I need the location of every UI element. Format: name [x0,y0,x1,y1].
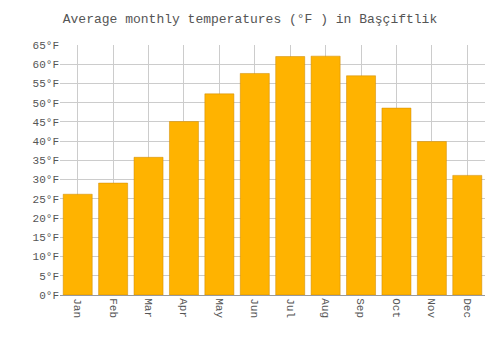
svg-text:0°F: 0°F [39,290,59,302]
svg-text:35°F: 35°F [33,155,59,167]
svg-text:60°F: 60°F [33,59,59,71]
svg-text:Mar: Mar [142,298,154,318]
svg-text:5°F: 5°F [39,271,59,283]
svg-text:Aug: Aug [319,298,331,318]
svg-text:Dec: Dec [461,298,473,318]
svg-text:May: May [213,298,225,318]
svg-text:Oct: Oct [390,298,402,318]
svg-text:Jun: Jun [248,298,260,318]
svg-text:20°F: 20°F [33,213,59,225]
svg-text:Apr: Apr [177,298,189,318]
svg-text:15°F: 15°F [33,232,59,244]
svg-text:65°F: 65°F [33,40,59,52]
svg-text:Average monthly temperatures (: Average monthly temperatures (°F ) in Ba… [63,12,438,27]
svg-text:Sep: Sep [354,298,366,318]
svg-text:45°F: 45°F [33,117,59,129]
svg-text:30°F: 30°F [33,174,59,186]
svg-text:Jul: Jul [284,298,296,318]
svg-text:10°F: 10°F [33,251,59,263]
svg-text:Nov: Nov [425,298,437,318]
svg-text:Feb: Feb [107,298,119,318]
svg-text:55°F: 55°F [33,78,59,90]
svg-text:50°F: 50°F [33,98,59,110]
svg-text:Jan: Jan [71,298,83,318]
svg-text:25°F: 25°F [33,194,59,206]
svg-text:40°F: 40°F [33,136,59,148]
